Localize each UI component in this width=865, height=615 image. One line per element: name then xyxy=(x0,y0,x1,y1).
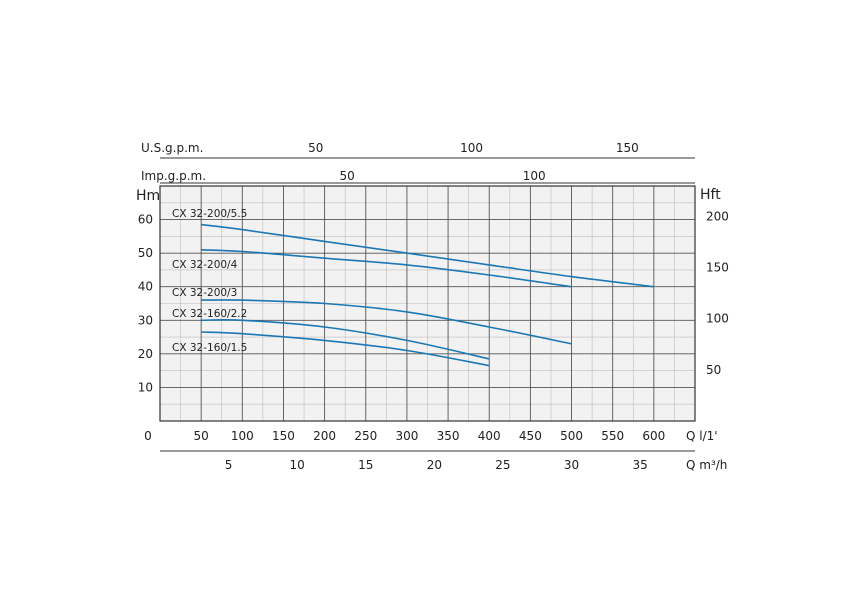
m3h-tick-label: 25 xyxy=(495,458,510,472)
series-layer xyxy=(201,223,654,367)
grid-layer xyxy=(160,186,695,421)
x-tick-label: 450 xyxy=(519,429,542,443)
x-axis-unit-label: Q l/1' xyxy=(686,429,718,443)
plot-frame xyxy=(159,185,696,422)
y-tick-label: 50 xyxy=(138,246,153,260)
x-tick-label: 200 xyxy=(313,429,336,443)
x-tick-label: 100 xyxy=(231,429,254,443)
y-axis-unit-label: Hm xyxy=(136,188,160,204)
m3h-tick-label: 10 xyxy=(290,458,305,472)
usgpm-tick-label: 100 xyxy=(460,141,483,155)
x-tick-label: 50 xyxy=(194,429,209,443)
x-tick-label: 600 xyxy=(642,429,665,443)
y-tick-label: 10 xyxy=(138,380,153,394)
series-label: CX 32-200/3 xyxy=(172,287,237,299)
series-curve xyxy=(201,249,572,288)
m3h-axis-unit-label: Q m³/h xyxy=(686,458,727,472)
m3h-tick-label: 30 xyxy=(564,458,579,472)
y-tick-label: 20 xyxy=(138,347,153,361)
axes-frame-layer xyxy=(159,157,696,452)
x-tick-label: 250 xyxy=(354,429,377,443)
series-curve xyxy=(201,299,572,345)
m3h-tick-label: 20 xyxy=(427,458,442,472)
x-tick-label: 300 xyxy=(395,429,418,443)
m3h-tick-label: 5 xyxy=(225,458,233,472)
x-tick-label: 550 xyxy=(601,429,624,443)
m3h-tick-label: 35 xyxy=(632,458,647,472)
series-label: CX 32-200/5.5 xyxy=(172,208,247,220)
usgpm-axis-unit-label: U.S.g.p.m. xyxy=(141,141,203,155)
impgpm-tick-label: 50 xyxy=(339,169,354,183)
y-right-tick-label: 150 xyxy=(706,261,729,275)
series-curve xyxy=(201,223,654,288)
x-tick-label: 150 xyxy=(272,429,295,443)
y-right-tick-label: 50 xyxy=(706,363,721,377)
series-label: CX 32-200/4 xyxy=(172,259,238,271)
y-right-tick-label: 100 xyxy=(706,312,729,326)
series-label: CX 32-160/1.5 xyxy=(172,342,247,354)
x-tick-label: 400 xyxy=(478,429,501,443)
series-label: CX 32-160/2.2 xyxy=(172,308,247,320)
x-tick-label: 500 xyxy=(560,429,583,443)
usgpm-tick-label: 50 xyxy=(308,141,323,155)
series-curve xyxy=(201,331,490,367)
y-tick-label: 30 xyxy=(138,313,153,327)
series-curve xyxy=(201,319,490,360)
y-tick-label: 60 xyxy=(138,213,153,227)
impgpm-axis-unit-label: Imp.g.p.m. xyxy=(141,169,206,183)
y-right-tick-label: 200 xyxy=(706,209,729,223)
impgpm-tick-label: 100 xyxy=(523,169,546,183)
y-tick-label: 40 xyxy=(138,280,153,294)
labels-layer: 10 20 30 40 50 60 Hm 50 100 150 200 Hft 0 50 100 150 200… xyxy=(136,141,729,472)
x-tick-label: 350 xyxy=(437,429,460,443)
usgpm-tick-label: 150 xyxy=(616,141,639,155)
x-tick-label: 0 xyxy=(144,429,152,443)
y-right-axis-unit-label: Hft xyxy=(700,187,721,203)
m3h-tick-label: 15 xyxy=(358,458,373,472)
